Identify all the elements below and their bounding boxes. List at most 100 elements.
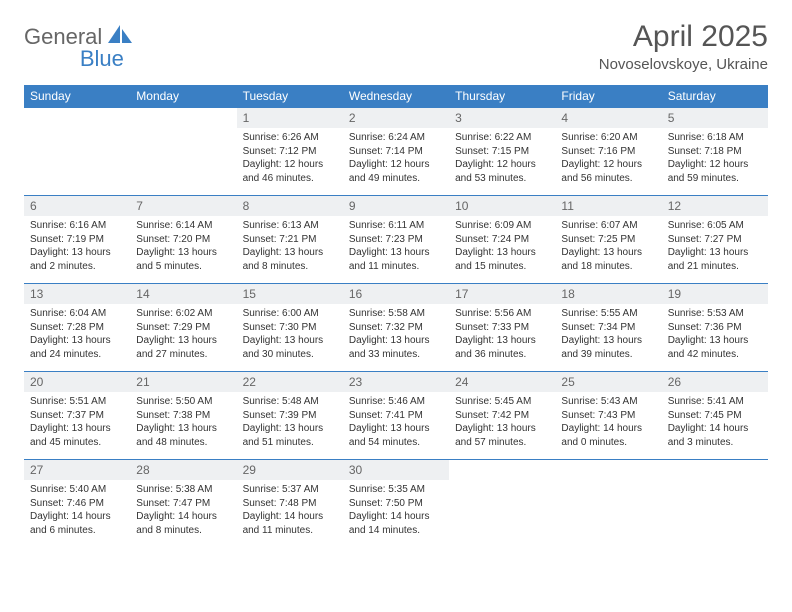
calendar-cell: 17Sunrise: 5:56 AMSunset: 7:33 PMDayligh… <box>449 284 555 372</box>
sunset-line: Sunset: 7:34 PM <box>561 321 655 335</box>
day-number: 2 <box>343 108 449 128</box>
day-details: Sunrise: 6:16 AMSunset: 7:19 PMDaylight:… <box>24 216 130 279</box>
calendar-cell: 11Sunrise: 6:07 AMSunset: 7:25 PMDayligh… <box>555 196 661 284</box>
sunrise-line: Sunrise: 5:50 AM <box>136 395 230 409</box>
day-number: 8 <box>237 196 343 216</box>
header: General April 2025 Novoselovskoye, Ukrai… <box>24 20 768 73</box>
calendar-cell: 2Sunrise: 6:24 AMSunset: 7:14 PMDaylight… <box>343 108 449 196</box>
day-details: Sunrise: 6:20 AMSunset: 7:16 PMDaylight:… <box>555 128 661 191</box>
day-number: 13 <box>24 284 130 304</box>
sunset-line: Sunset: 7:47 PM <box>136 497 230 511</box>
day-number: 27 <box>24 460 130 480</box>
day-number: 18 <box>555 284 661 304</box>
daylight-line: Daylight: 14 hours and 3 minutes. <box>668 422 762 449</box>
day-number: 3 <box>449 108 555 128</box>
day-number: 7 <box>130 196 236 216</box>
sunrise-line: Sunrise: 5:40 AM <box>30 483 124 497</box>
day-number: 21 <box>130 372 236 392</box>
day-details: Sunrise: 5:50 AMSunset: 7:38 PMDaylight:… <box>130 392 236 455</box>
calendar-cell: 28Sunrise: 5:38 AMSunset: 7:47 PMDayligh… <box>130 460 236 548</box>
day-details: Sunrise: 5:51 AMSunset: 7:37 PMDaylight:… <box>24 392 130 455</box>
sunrise-line: Sunrise: 6:09 AM <box>455 219 549 233</box>
calendar-cell: 25Sunrise: 5:43 AMSunset: 7:43 PMDayligh… <box>555 372 661 460</box>
sunrise-line: Sunrise: 6:16 AM <box>30 219 124 233</box>
day-number: 6 <box>24 196 130 216</box>
calendar-cell: 15Sunrise: 6:00 AMSunset: 7:30 PMDayligh… <box>237 284 343 372</box>
weekday-header: Friday <box>555 85 661 108</box>
day-number: 4 <box>555 108 661 128</box>
day-details: Sunrise: 5:56 AMSunset: 7:33 PMDaylight:… <box>449 304 555 367</box>
day-details: Sunrise: 6:05 AMSunset: 7:27 PMDaylight:… <box>662 216 768 279</box>
daylight-line: Daylight: 13 hours and 27 minutes. <box>136 334 230 361</box>
sunrise-line: Sunrise: 6:02 AM <box>136 307 230 321</box>
day-details: Sunrise: 5:58 AMSunset: 7:32 PMDaylight:… <box>343 304 449 367</box>
day-number: 19 <box>662 284 768 304</box>
sunset-line: Sunset: 7:29 PM <box>136 321 230 335</box>
sunset-line: Sunset: 7:32 PM <box>349 321 443 335</box>
day-number: 26 <box>662 372 768 392</box>
sunset-line: Sunset: 7:33 PM <box>455 321 549 335</box>
sunrise-line: Sunrise: 5:43 AM <box>561 395 655 409</box>
daylight-line: Daylight: 13 hours and 36 minutes. <box>455 334 549 361</box>
brand-sail-icon <box>106 23 134 45</box>
day-number: 10 <box>449 196 555 216</box>
sunrise-line: Sunrise: 6:20 AM <box>561 131 655 145</box>
day-details: Sunrise: 5:45 AMSunset: 7:42 PMDaylight:… <box>449 392 555 455</box>
day-number: 14 <box>130 284 236 304</box>
weekday-header: Monday <box>130 85 236 108</box>
day-details: Sunrise: 6:22 AMSunset: 7:15 PMDaylight:… <box>449 128 555 191</box>
calendar-cell <box>662 460 768 548</box>
calendar-cell: 8Sunrise: 6:13 AMSunset: 7:21 PMDaylight… <box>237 196 343 284</box>
day-number: 17 <box>449 284 555 304</box>
daylight-line: Daylight: 14 hours and 8 minutes. <box>136 510 230 537</box>
sunset-line: Sunset: 7:45 PM <box>668 409 762 423</box>
sunset-line: Sunset: 7:23 PM <box>349 233 443 247</box>
calendar-cell: 3Sunrise: 6:22 AMSunset: 7:15 PMDaylight… <box>449 108 555 196</box>
daylight-line: Daylight: 13 hours and 2 minutes. <box>30 246 124 273</box>
day-number: 24 <box>449 372 555 392</box>
day-details: Sunrise: 5:41 AMSunset: 7:45 PMDaylight:… <box>662 392 768 455</box>
calendar-cell: 24Sunrise: 5:45 AMSunset: 7:42 PMDayligh… <box>449 372 555 460</box>
day-details: Sunrise: 5:48 AMSunset: 7:39 PMDaylight:… <box>237 392 343 455</box>
day-number: 20 <box>24 372 130 392</box>
calendar-cell: 14 Sunrise: 6:02 AMSunset: 7:29 PMDayligh… <box>130 284 236 372</box>
calendar-row: 1Sunrise: 6:26 AMSunset: 7:12 PMDaylight… <box>24 108 768 196</box>
calendar-cell: 9Sunrise: 6:11 AMSunset: 7:23 PMDaylight… <box>343 196 449 284</box>
day-number: 16 <box>343 284 449 304</box>
day-details: Sunrise: 5:40 AMSunset: 7:46 PMDaylight:… <box>24 480 130 543</box>
calendar-body: 1Sunrise: 6:26 AMSunset: 7:12 PMDaylight… <box>24 108 768 548</box>
daylight-line: Daylight: 13 hours and 33 minutes. <box>349 334 443 361</box>
sunrise-line: Sunrise: 5:35 AM <box>349 483 443 497</box>
calendar-cell: 21Sunrise: 5:50 AMSunset: 7:38 PMDayligh… <box>130 372 236 460</box>
sunrise-line: Sunrise: 5:37 AM <box>243 483 337 497</box>
daylight-line: Daylight: 13 hours and 24 minutes. <box>30 334 124 361</box>
calendar-table: SundayMondayTuesdayWednesdayThursdayFrid… <box>24 85 768 548</box>
sunset-line: Sunset: 7:37 PM <box>30 409 124 423</box>
sunset-line: Sunset: 7:39 PM <box>243 409 337 423</box>
sunrise-line: Sunrise: 6:14 AM <box>136 219 230 233</box>
sunrise-line: Sunrise: 6:22 AM <box>455 131 549 145</box>
day-details: Sunrise: 6:13 AMSunset: 7:21 PMDaylight:… <box>237 216 343 279</box>
location: Novoselovskoye, Ukraine <box>599 56 768 73</box>
sunrise-line: Sunrise: 6:26 AM <box>243 131 337 145</box>
daylight-line: Daylight: 13 hours and 30 minutes. <box>243 334 337 361</box>
day-details: Sunrise: 5:53 AMSunset: 7:36 PMDaylight:… <box>662 304 768 367</box>
sunset-line: Sunset: 7:15 PM <box>455 145 549 159</box>
sunset-line: Sunset: 7:25 PM <box>561 233 655 247</box>
sunrise-line: Sunrise: 6:04 AM <box>30 307 124 321</box>
calendar-cell <box>130 108 236 196</box>
calendar-cell <box>555 460 661 548</box>
brand-word-2-wrap: GeneBlue <box>24 46 124 72</box>
calendar-cell <box>449 460 555 548</box>
daylight-line: Daylight: 13 hours and 11 minutes. <box>349 246 443 273</box>
sunset-line: Sunset: 7:24 PM <box>455 233 549 247</box>
day-details: Sunrise: 6:14 AMSunset: 7:20 PMDaylight:… <box>130 216 236 279</box>
calendar-cell: 12Sunrise: 6:05 AMSunset: 7:27 PMDayligh… <box>662 196 768 284</box>
weekday-header: Wednesday <box>343 85 449 108</box>
sunrise-line: Sunrise: 6:11 AM <box>349 219 443 233</box>
sunrise-line: Sunrise: 6:07 AM <box>561 219 655 233</box>
daylight-line: Daylight: 13 hours and 8 minutes. <box>243 246 337 273</box>
day-details: Sunrise: 6:11 AMSunset: 7:23 PMDaylight:… <box>343 216 449 279</box>
day-number: 28 <box>130 460 236 480</box>
daylight-line: Daylight: 14 hours and 0 minutes. <box>561 422 655 449</box>
